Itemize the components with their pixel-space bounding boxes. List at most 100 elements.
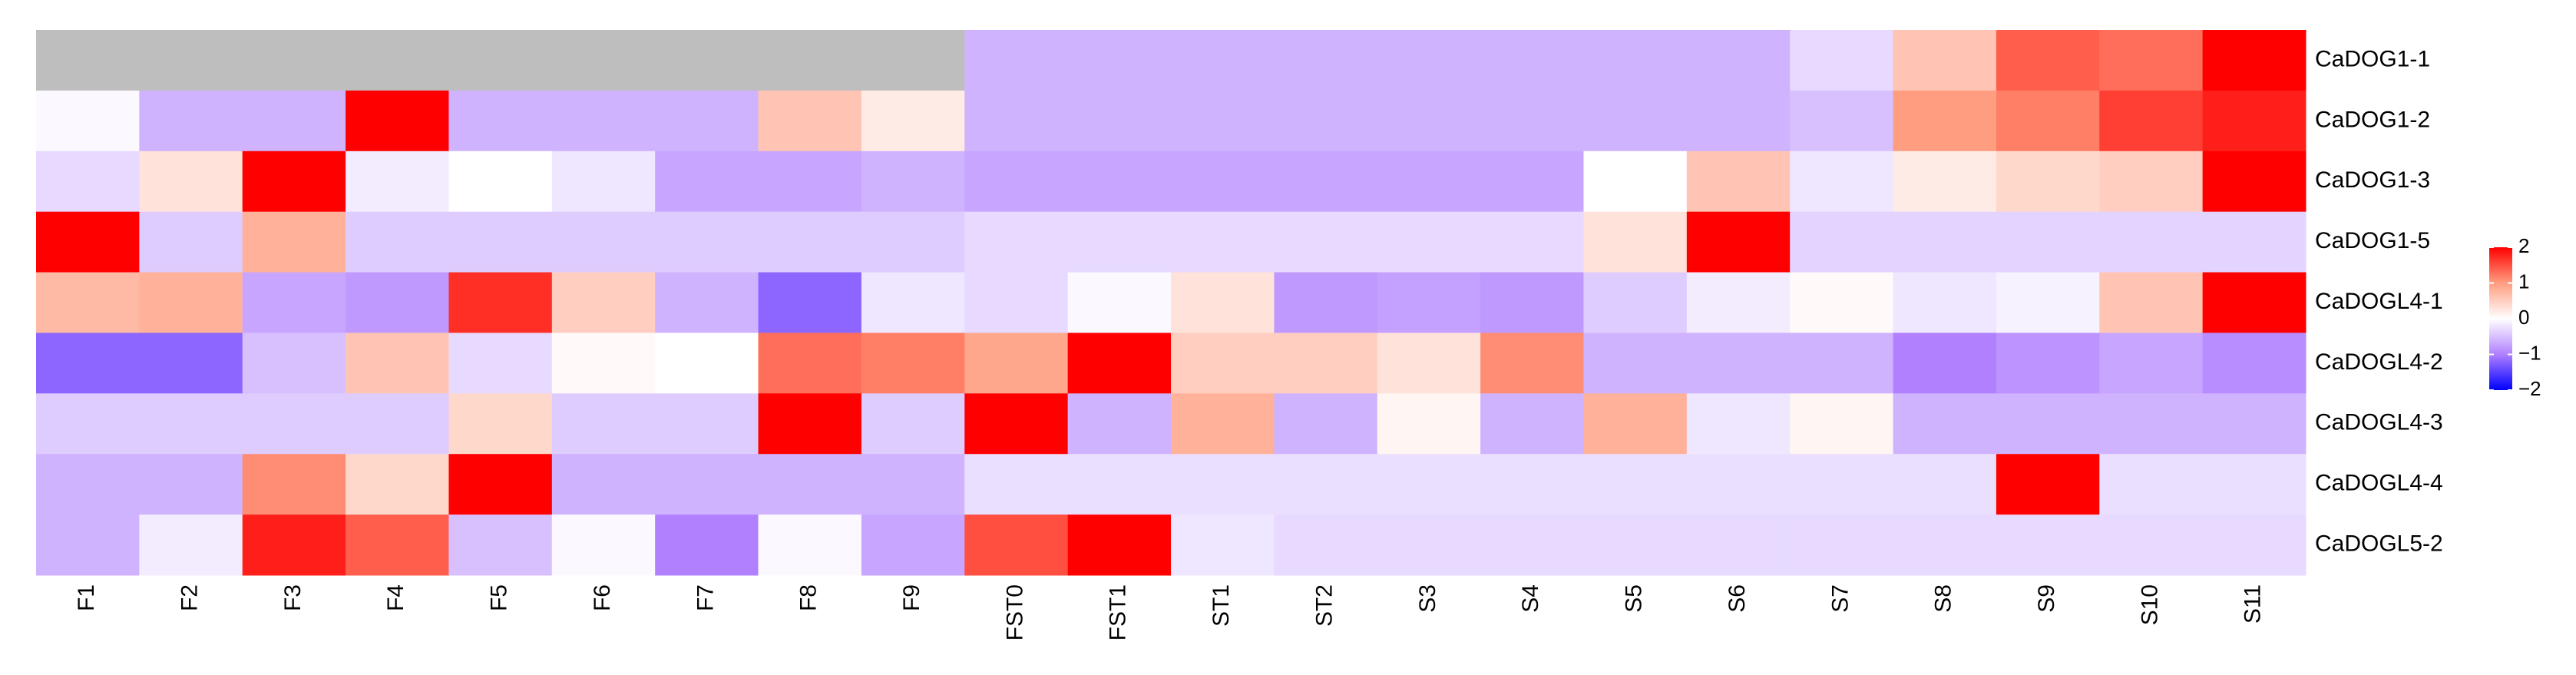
- column-label: FST0: [1002, 584, 1027, 640]
- heat-cell: [2202, 90, 2306, 152]
- heat-cell: [1790, 393, 1894, 455]
- colorbar-tick-label: −2: [2518, 377, 2541, 400]
- column-label: S8: [1931, 584, 1956, 613]
- heat-cell: [1893, 151, 1997, 213]
- heat-cell: [242, 90, 346, 152]
- heat-cell: [758, 333, 862, 394]
- column-label: F7: [693, 584, 718, 611]
- heat-cell: [2202, 151, 2306, 213]
- heat-cell: [1377, 393, 1481, 455]
- heat-cell: [1274, 272, 1378, 333]
- heat-cell: [2099, 90, 2204, 152]
- heat-cell: [1996, 90, 2100, 152]
- heat-cell: [655, 151, 759, 213]
- heat-cell: [1790, 211, 1894, 273]
- heat-cell: [1996, 515, 2100, 576]
- heat-cell: [655, 211, 759, 273]
- heat-cell: [1274, 90, 1378, 152]
- heat-cell: [861, 333, 965, 394]
- column-label: S5: [1622, 584, 1647, 613]
- heat-cell: [1583, 393, 1688, 455]
- heat-cell: [1377, 151, 1481, 213]
- heat-cell: [1893, 454, 1997, 515]
- heat-cell: [139, 393, 243, 455]
- colorbar-tick-label: 1: [2518, 270, 2529, 293]
- heat-cell: [861, 393, 965, 455]
- heat-cell: [1583, 211, 1688, 273]
- heat-cell: [1067, 454, 1172, 515]
- heat-cell: [242, 272, 346, 333]
- heat-cell: [1377, 272, 1481, 333]
- heat-cell: [1790, 515, 1894, 576]
- heat-cell: [1377, 333, 1481, 394]
- heat-cell: [655, 454, 759, 515]
- heat-cell: [1686, 333, 1791, 394]
- heat-cell: [964, 272, 1069, 333]
- heat-cell: [36, 272, 140, 333]
- heat-cell: [36, 333, 140, 394]
- row-label: CaDOG1-2: [2315, 107, 2430, 132]
- heat-cell: [346, 272, 449, 333]
- heat-cell: [448, 333, 553, 394]
- heat-cell: [1274, 30, 1378, 91]
- heat-cell: [1790, 272, 1894, 333]
- column-label: S4: [1518, 584, 1543, 613]
- heat-cell: [1893, 272, 1997, 333]
- heat-cell: [139, 90, 243, 152]
- heat-cell: [551, 454, 656, 515]
- column-label: S6: [1724, 584, 1750, 613]
- heat-cell: [346, 393, 449, 455]
- column-label: S3: [1415, 584, 1440, 613]
- heat-cell: [139, 333, 243, 394]
- heat-cell: [1893, 515, 1997, 576]
- column-label: F3: [280, 584, 306, 611]
- heat-cell: [1583, 333, 1688, 394]
- heat-cell: [861, 30, 965, 91]
- heat-cell: [1067, 151, 1172, 213]
- heat-cell: [1480, 393, 1584, 455]
- heat-cell: [1996, 211, 2100, 273]
- heat-cell: [1274, 333, 1378, 394]
- row-label: CaDOGL4-4: [2315, 471, 2443, 496]
- column-label: ST2: [1311, 584, 1337, 627]
- heat-cell: [1583, 90, 1688, 152]
- heat-cell: [655, 393, 759, 455]
- heat-cell: [1274, 454, 1378, 515]
- heat-cell: [861, 515, 965, 576]
- heat-cell: [1583, 515, 1688, 576]
- heat-cell: [242, 333, 346, 394]
- heat-cell: [139, 151, 243, 213]
- heat-cell: [758, 515, 862, 576]
- heat-cell: [242, 454, 346, 515]
- heat-cell: [346, 515, 449, 576]
- heat-cell: [758, 30, 862, 91]
- row-label: CaDOGL4-3: [2315, 410, 2443, 435]
- heat-cell: [2099, 333, 2204, 394]
- heat-cell: [139, 211, 243, 273]
- heat-cell: [551, 90, 656, 152]
- row-label: CaDOG1-1: [2315, 46, 2430, 71]
- heat-cell: [2202, 30, 2306, 91]
- heat-cell: [36, 393, 140, 455]
- heat-cell: [1274, 393, 1378, 455]
- heat-cell: [139, 272, 243, 333]
- heat-cell: [758, 211, 862, 273]
- heat-cell: [2202, 272, 2306, 333]
- row-label: CaDOGL4-1: [2315, 289, 2443, 314]
- heat-cell: [1893, 333, 1997, 394]
- heat-cell: [1171, 454, 1275, 515]
- heat-cell: [551, 515, 656, 576]
- heat-cell: [655, 515, 759, 576]
- heat-cell: [2099, 454, 2204, 515]
- heat-cell: [1067, 30, 1172, 91]
- heat-cell: [1171, 272, 1275, 333]
- heat-cell: [2202, 211, 2306, 273]
- heat-cell: [1686, 515, 1791, 576]
- heat-cell: [1996, 393, 2100, 455]
- heat-cell: [1171, 333, 1275, 394]
- heat-cell: [1171, 151, 1275, 213]
- heat-cell: [242, 211, 346, 273]
- heat-cell: [1686, 151, 1791, 213]
- column-label: F9: [899, 584, 924, 611]
- heat-cell: [1067, 333, 1172, 394]
